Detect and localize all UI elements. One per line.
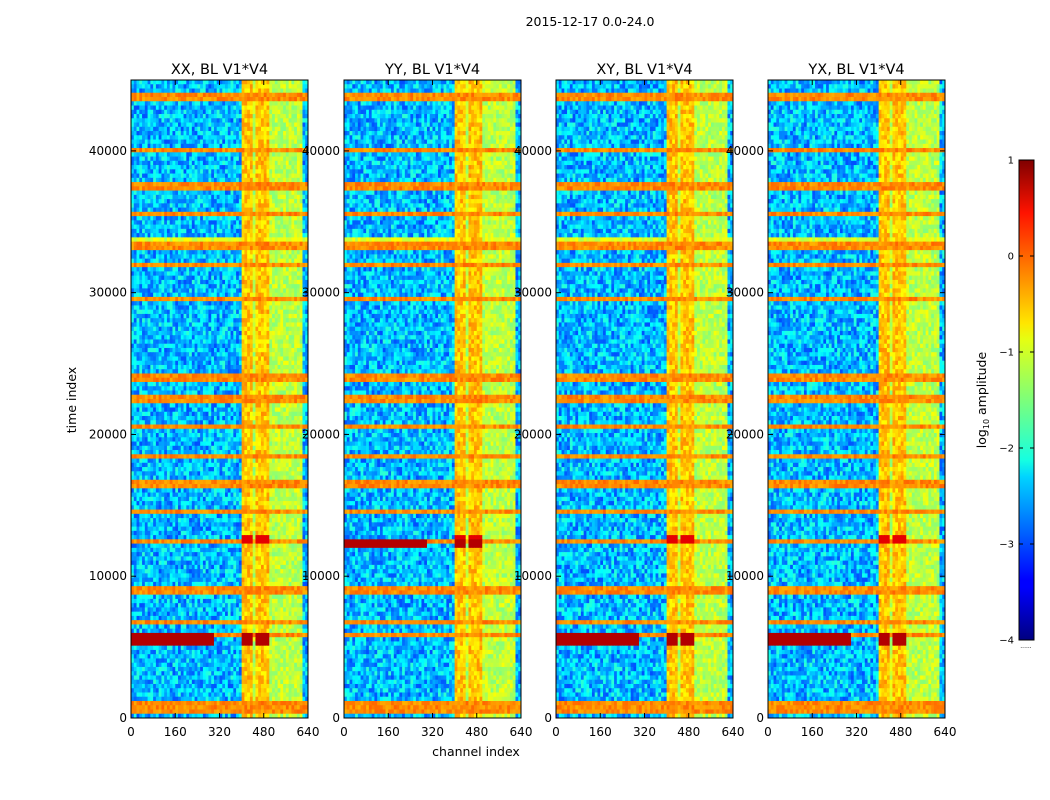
colorbar-label-suffix: amplitude [974,351,989,418]
y-tick-label: 40000 [302,144,340,158]
heatmap-4 [768,80,945,718]
x-tick-label: 320 [208,725,231,739]
y-tick-label: 30000 [302,286,340,300]
y-tick-label: 40000 [514,144,552,158]
y-tick-label: 10000 [726,569,764,583]
y-tick-label: 0 [332,711,340,725]
x-tick-label: 0 [764,725,772,739]
y-tick-label: 0 [119,711,127,725]
x-tick-label: 640 [934,725,957,739]
x-tick-label: 160 [164,725,187,739]
y-tick-label: 20000 [89,427,127,441]
heatmap-1 [131,80,308,718]
y-tick-label: 0 [756,711,764,725]
y-tick-label: 0 [544,711,552,725]
x-tick-label: 0 [340,725,348,739]
colorbar-gradient [1018,159,1035,641]
panel-3: XY, BL V1*V4 0 160 320 480 640 0 10000 20000 3000… [514,62,745,739]
x-tick-label: 320 [845,725,868,739]
colorbar-tick-label: −1 [999,348,1014,359]
y-tick-label: 20000 [302,427,340,441]
panel-1: XX, BL V1*V4 0 160 320 480 640 0 10000 20000 3000… [89,62,320,739]
colorbar-tick-label: −3 [999,540,1014,551]
x-tick-label: 480 [465,725,488,739]
y-tick-label: 40000 [726,144,764,158]
colorbar-ticks: 1 0 −1 −2 −3 −4 [999,156,1034,647]
y-tick-label: 30000 [726,286,764,300]
y-tick-label: 20000 [726,427,764,441]
y-tick-label: 30000 [89,286,127,300]
x-tick-label: 320 [421,725,444,739]
panel-4: YX, BL V1*V4 0 160 320 480 640 0 10000 20000 3000… [726,62,957,739]
y-axis-label: time index [64,367,79,433]
x-tick-label: 0 [552,725,560,739]
panel-title-2: YY, BL V1*V4 [384,62,480,78]
panels-group: XX, BL V1*V4 0 160 320 480 640 0 10000 20000 3000… [89,62,957,739]
panel-title-1: XX, BL V1*V4 [171,62,268,78]
colorbar-tick-label: −2 [999,444,1014,455]
panel-title-4: YX, BL V1*V4 [807,62,904,78]
x-tick-label: 480 [889,725,912,739]
x-tick-label: 0 [127,725,135,739]
x-tick-label: 160 [801,725,824,739]
colorbar-tick-label: −4 [999,636,1014,647]
colorbar: 10−1−2−3−4 log10 amplitude ...... [974,156,1035,650]
x-tick-label: 320 [633,725,656,739]
x-tick-label: 480 [252,725,275,739]
x-tick-label: 640 [510,725,533,739]
colorbar-tick-label: 0 [1008,252,1014,263]
x-tick-label: 160 [377,725,400,739]
x-tick-label: 160 [589,725,612,739]
panel-2: YY, BL V1*V4 0 160 320 480 640 0 10000 20000 3000… [302,62,533,739]
figure-suptitle: 2015-12-17 0.0-24.0 [526,14,655,29]
panel-title-3: XY, BL V1*V4 [596,62,692,78]
colorbar-label: log10 amplitude [974,351,991,448]
y-tick-label: 10000 [89,569,127,583]
colorbar-tick-label: 1 [1008,156,1014,167]
y-tick-label: 20000 [514,427,552,441]
x-tick-label: 480 [677,725,700,739]
colorbar-label-prefix: log [974,429,989,448]
y-tick-label: 10000 [302,569,340,583]
y-tick-label: 40000 [89,144,127,158]
x-tick-label: 640 [297,725,320,739]
colorbar-label-subscript: 10 [982,419,991,429]
y-tick-label: 10000 [514,569,552,583]
heatmap-3 [556,80,733,718]
colorbar-footnote: ...... [1020,643,1032,650]
x-tick-label: 640 [722,725,745,739]
heatmap-2 [344,80,521,718]
y-tick-label: 30000 [514,286,552,300]
x-axis-label: channel index [432,744,520,759]
